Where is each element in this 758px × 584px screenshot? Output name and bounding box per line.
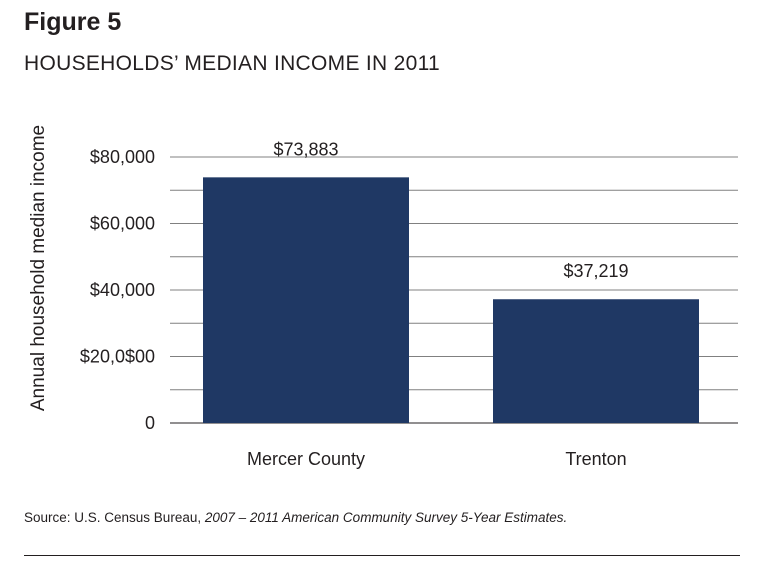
y-tick-label: $20,0$00 [80,347,155,367]
source-note: Source: U.S. Census Bureau, 2007 – 2011 … [24,510,567,525]
x-category-label: Trenton [565,449,626,469]
y-axis-title: Annual household median income [28,125,49,411]
y-tick-label: $60,000 [90,214,155,234]
bar-value-label: $37,219 [563,261,628,281]
source-title: 2007 – 2011 American Community Survey 5-… [204,510,568,525]
y-tick-label: $80,000 [90,147,155,167]
y-tick-label: 0 [145,413,155,433]
x-category-label: Mercer County [247,449,365,469]
figure-title: HOUSEHOLDS’ MEDIAN INCOME IN 2011 [24,52,440,75]
source-prefix: Source: U.S. Census Bureau, [24,510,205,525]
bar [203,177,409,423]
y-tick-label: $40,000 [90,280,155,300]
bar-chart: 0 $20,0$00 $40,000 $60,000 $80,000 $73,883 Mer… [28,125,738,469]
bar-value-label: $73,883 [273,139,338,159]
figure-label: Figure 5 [24,8,122,36]
bar [493,299,699,423]
bottom-divider [24,555,740,556]
